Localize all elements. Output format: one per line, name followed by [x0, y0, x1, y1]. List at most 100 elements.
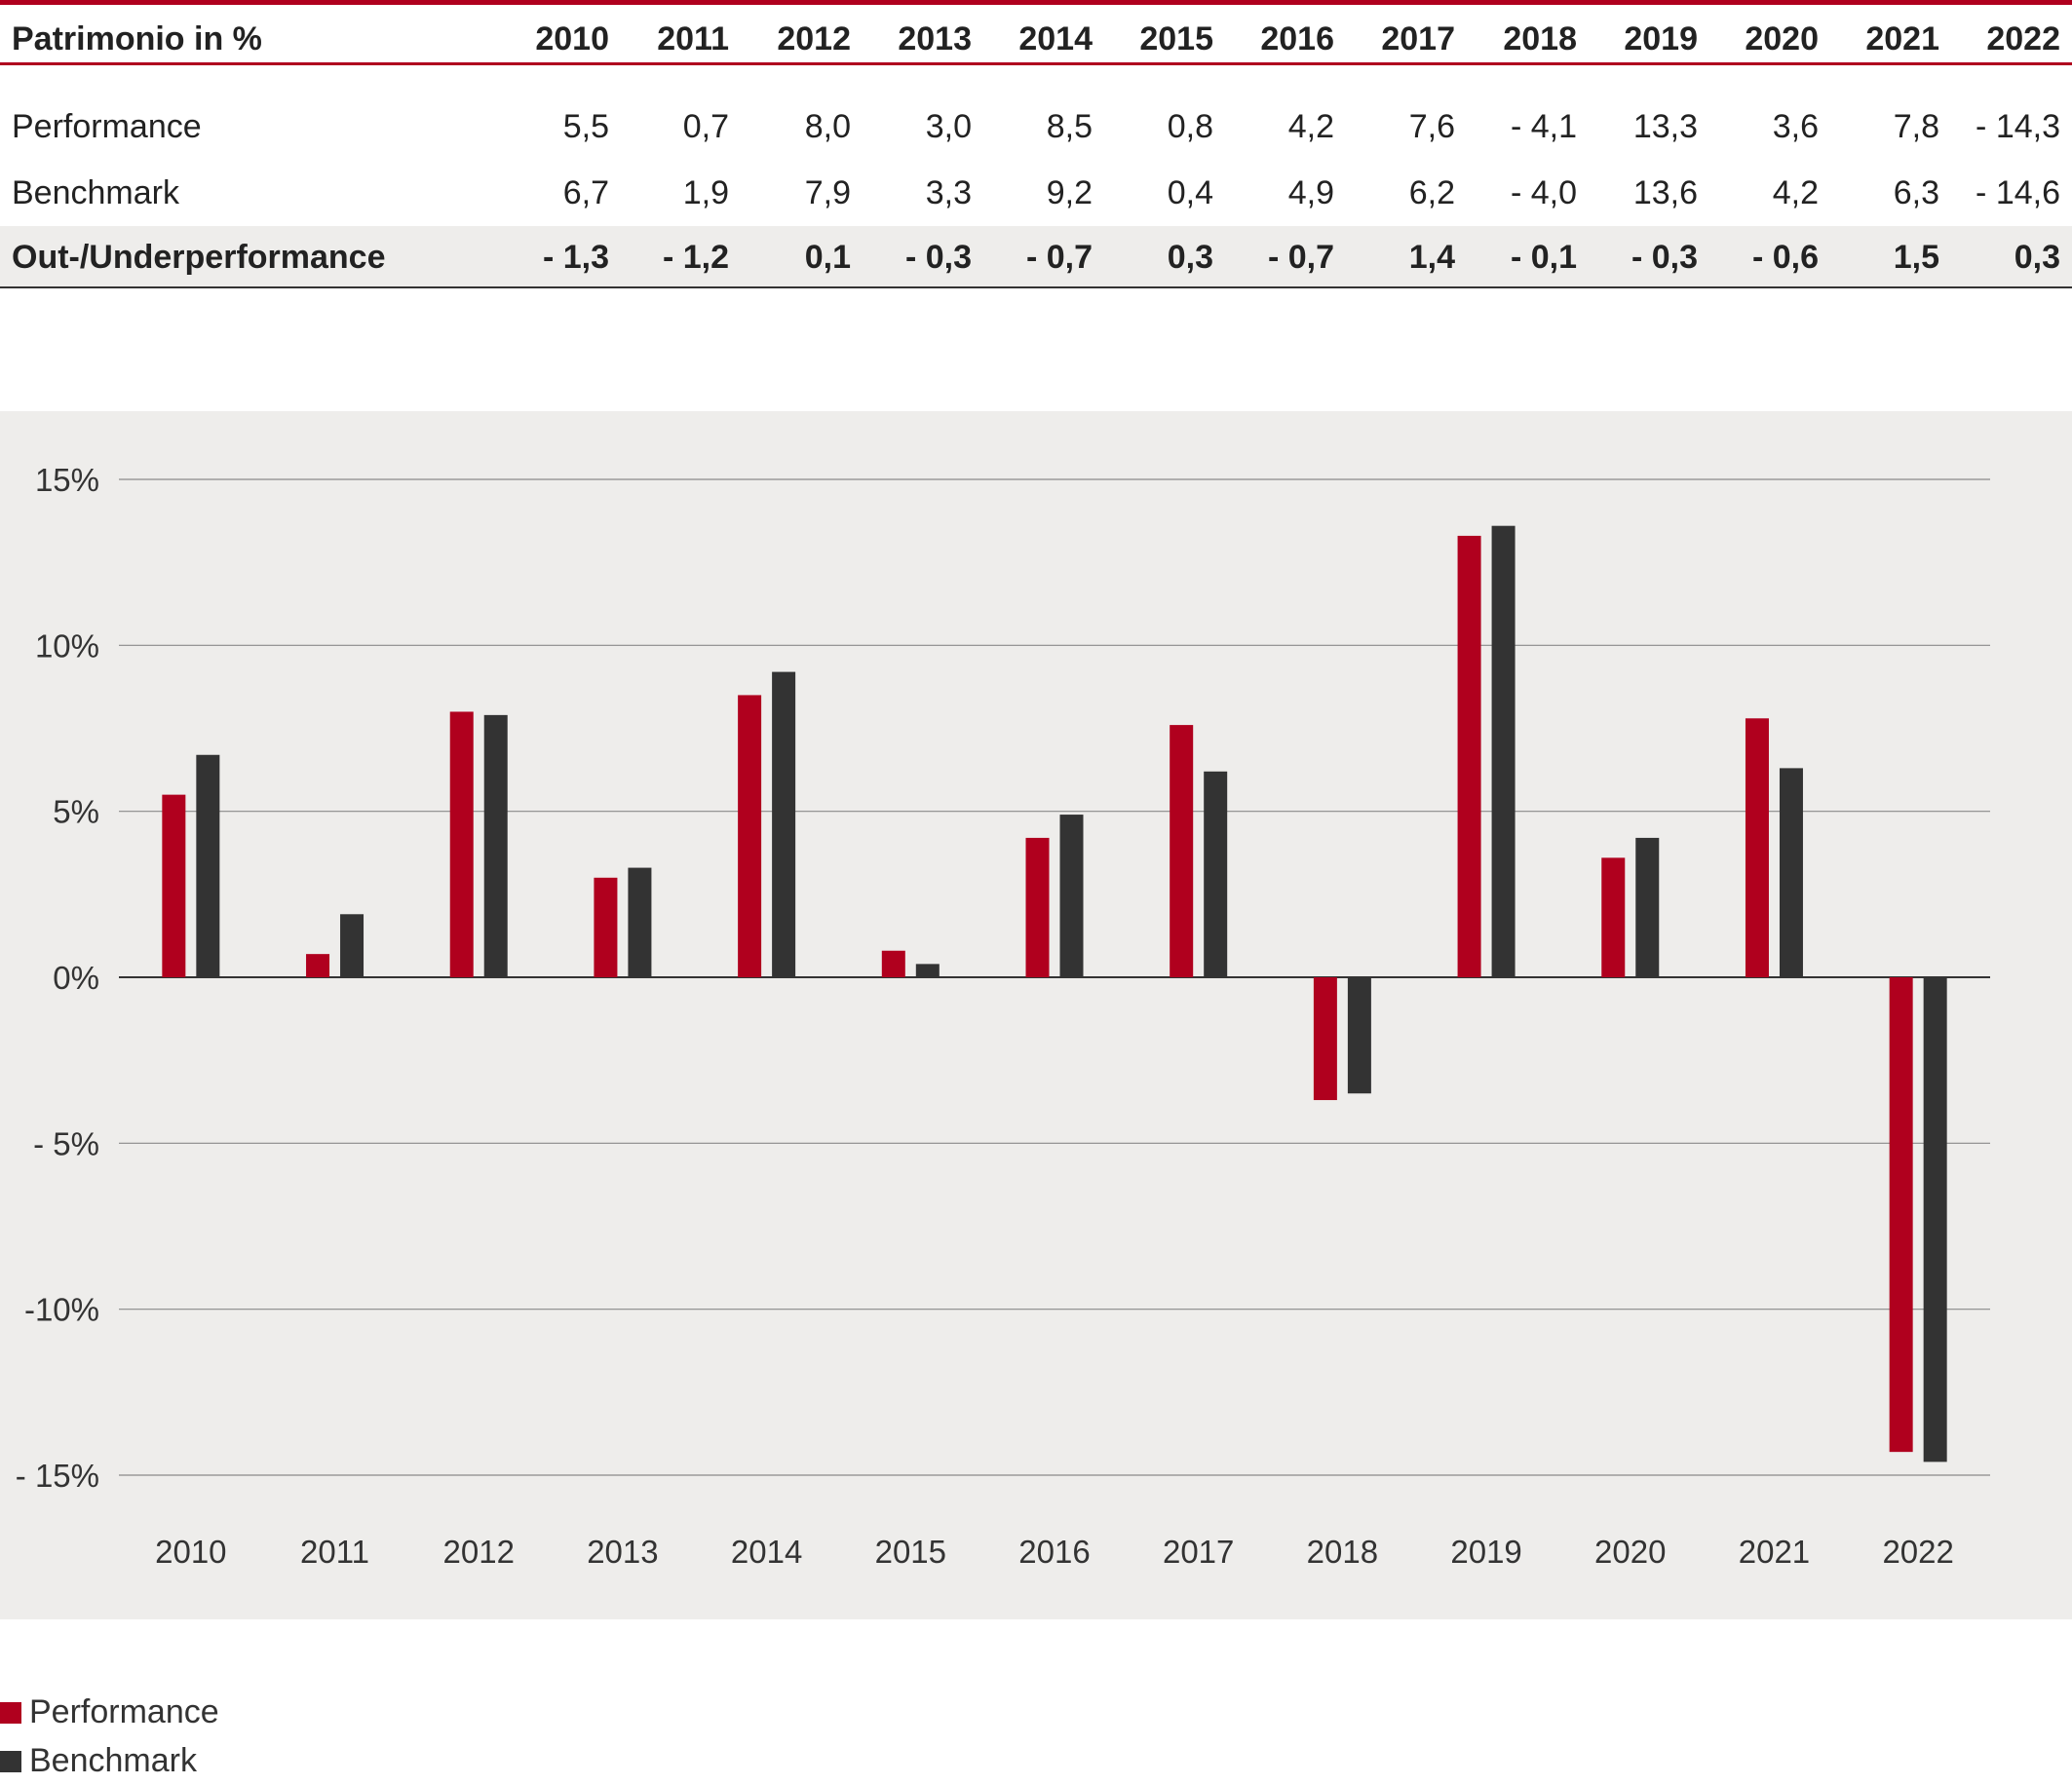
year-header-2015: 2015 — [1139, 20, 1213, 57]
row-label-benchmark: Benchmark — [12, 174, 179, 211]
cell-performance-2018: - 4,1 — [1510, 108, 1577, 145]
cell-benchmark-2020: 4,2 — [1772, 174, 1819, 211]
year-header-2013: 2013 — [898, 20, 972, 57]
cell-benchmark-2014: 9,2 — [1046, 174, 1093, 211]
cell-out-underperformance-2019: - 0,3 — [1631, 239, 1698, 276]
cell-benchmark-2012: 7,9 — [804, 174, 851, 211]
x-tick-label: 2014 — [731, 1534, 802, 1570]
bar-performance-2022 — [1889, 977, 1913, 1453]
year-header-2016: 2016 — [1260, 20, 1334, 57]
x-tick-label: 2021 — [1739, 1534, 1810, 1570]
row-label-performance: Performance — [12, 108, 202, 145]
cell-benchmark-2010: 6,7 — [562, 174, 609, 211]
x-tick-label: 2018 — [1307, 1534, 1378, 1570]
bar-performance-2016 — [1025, 837, 1050, 977]
x-tick-label: 2013 — [587, 1534, 658, 1570]
bar-benchmark-2020 — [1635, 837, 1660, 977]
y-tick-label: - 5% — [33, 1125, 99, 1161]
year-header-2010: 2010 — [535, 20, 609, 57]
bar-performance-2013 — [594, 877, 618, 977]
table-bottom-rule — [0, 286, 2072, 288]
bar-performance-2010 — [162, 794, 186, 977]
bar-performance-2021 — [1745, 718, 1769, 977]
cell-performance-2015: 0,8 — [1167, 108, 1213, 145]
bar-benchmark-2016 — [1059, 815, 1084, 977]
cell-out-underperformance-2014: - 0,7 — [1025, 239, 1093, 276]
bar-benchmark-2010 — [196, 754, 220, 977]
year-header-2014: 2014 — [1018, 20, 1093, 57]
summary-row-shading — [0, 226, 2072, 286]
cell-out-underperformance-2020: - 0,6 — [1751, 239, 1819, 276]
bar-performance-2015 — [881, 950, 905, 977]
table-header-rule — [0, 62, 2072, 65]
bar-performance-2017 — [1170, 725, 1194, 977]
cell-benchmark-2013: 3,3 — [925, 174, 972, 211]
x-tick-label: 2015 — [875, 1534, 946, 1570]
cell-benchmark-2015: 0,4 — [1167, 174, 1213, 211]
cell-performance-2012: 8,0 — [804, 108, 851, 145]
cell-out-underperformance-2018: - 0,1 — [1510, 239, 1577, 276]
table-top-rule — [0, 0, 2072, 5]
year-header-2021: 2021 — [1865, 20, 1939, 57]
year-header-2020: 2020 — [1745, 20, 1819, 57]
cell-benchmark-2017: 6,2 — [1408, 174, 1455, 211]
bar-benchmark-2011 — [340, 914, 365, 977]
y-tick-label: 0% — [53, 960, 99, 996]
cell-out-underperformance-2017: 1,4 — [1408, 239, 1455, 276]
cell-performance-2020: 3,6 — [1772, 108, 1819, 145]
table-row-performance: Performance 5,5 0,7 8,0 3,0 8,5 0,8 4,2 7,6 - 4,… — [0, 97, 2072, 156]
legend-label-benchmark: Benchmark — [29, 1742, 197, 1779]
x-tick-label: 2012 — [443, 1534, 515, 1570]
bar-benchmark-2013 — [628, 867, 652, 977]
bar-performance-2019 — [1457, 535, 1481, 977]
year-header-2017: 2017 — [1381, 20, 1455, 57]
bar-benchmark-2012 — [483, 714, 508, 977]
cell-benchmark-2011: 1,9 — [682, 174, 729, 211]
cell-out-underperformance-2015: 0,3 — [1167, 239, 1213, 276]
y-tick-label: 5% — [53, 794, 99, 830]
cell-performance-2014: 8,5 — [1046, 108, 1093, 145]
cell-performance-2019: 13,3 — [1632, 108, 1698, 145]
cell-performance-2022: - 14,3 — [1976, 108, 2060, 145]
y-tick-label: 15% — [35, 462, 99, 498]
table-header-row: Patrimonio in % 2010 2011 2012 2013 2014 2015… — [0, 10, 2072, 68]
y-tick-label: 10% — [35, 627, 99, 664]
x-tick-label: 2022 — [1882, 1534, 1953, 1570]
cell-performance-2021: 7,8 — [1893, 108, 1939, 145]
bar-benchmark-2014 — [772, 671, 796, 977]
cell-benchmark-2018: - 4,0 — [1510, 174, 1577, 211]
table-header-label: Patrimonio in % — [12, 20, 262, 57]
x-tick-label: 2011 — [300, 1534, 369, 1570]
year-header-2022: 2022 — [1986, 20, 2060, 57]
legend-swatch-benchmark — [0, 1751, 21, 1772]
cell-out-underperformance-2022: 0,3 — [2014, 239, 2060, 276]
bar-benchmark-2015 — [915, 964, 940, 977]
cell-performance-2016: 4,2 — [1287, 108, 1334, 145]
performance-table: Patrimonio in % 2010 2011 2012 2013 2014 2015… — [0, 0, 2072, 292]
bar-benchmark-2022 — [1923, 977, 1947, 1462]
bar-benchmark-2021 — [1779, 768, 1803, 977]
y-tick-label: - 15% — [16, 1458, 99, 1494]
bar-performance-2020 — [1601, 857, 1626, 977]
bar-benchmark-2017 — [1204, 771, 1228, 977]
cell-performance-2017: 7,6 — [1408, 108, 1455, 145]
table-row-out-underperformance: Out-/Underperformance - 1,3 - 1,2 0,1 - 0,3… — [0, 228, 2072, 286]
x-tick-label: 2010 — [155, 1534, 226, 1570]
bar-performance-2014 — [738, 695, 762, 977]
table-row-benchmark: Benchmark 6,7 1,9 7,9 3,3 9,2 0,4 4,9 6,2 - 4,0 1… — [0, 164, 2072, 222]
bar-performance-2011 — [306, 954, 330, 977]
bar-performance-2018 — [1313, 977, 1337, 1101]
cell-out-underperformance-2010: - 1,3 — [542, 239, 609, 276]
legend-label-performance: Performance — [29, 1693, 219, 1730]
x-tick-label: 2016 — [1018, 1534, 1090, 1570]
cell-out-underperformance-2011: - 1,2 — [662, 239, 729, 276]
cell-out-underperformance-2012: 0,1 — [804, 239, 851, 276]
cell-out-underperformance-2013: - 0,3 — [904, 239, 972, 276]
bar-benchmark-2018 — [1347, 977, 1371, 1094]
year-header-2012: 2012 — [777, 20, 851, 57]
cell-benchmark-2019: 13,6 — [1632, 174, 1698, 211]
x-tick-label: 2017 — [1163, 1534, 1234, 1570]
bar-benchmark-2019 — [1491, 525, 1516, 977]
cell-benchmark-2021: 6,3 — [1893, 174, 1939, 211]
legend-swatch-performance — [0, 1702, 21, 1724]
